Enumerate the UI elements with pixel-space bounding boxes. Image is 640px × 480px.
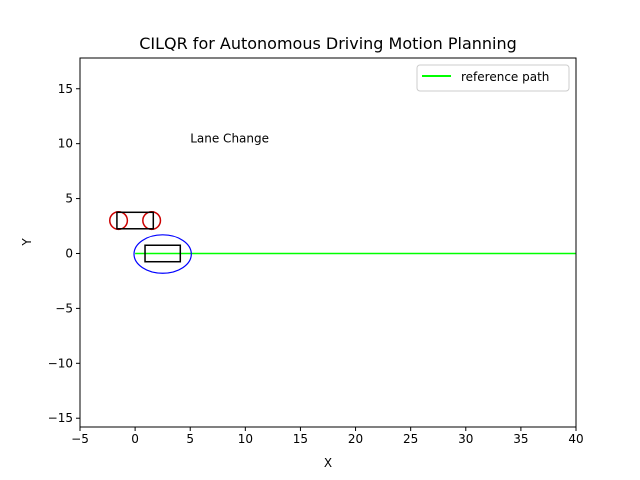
x-tick-label: 35 [513,432,528,446]
legend: reference path [416,64,570,92]
legend-label-reference-path: reference path [461,70,549,84]
y-tick-label: 5 [65,192,73,206]
ego-safety-ellipse [133,234,192,274]
y-axis-ticks: −15 −10 −5 0 5 10 15 [48,82,80,425]
x-axis-label: X [324,456,332,470]
plot-content [109,211,576,274]
y-tick-label: 0 [65,246,73,260]
lane-change-annotation: Lane Change [190,132,269,146]
x-tick-label: 20 [348,432,363,446]
legend-box [416,64,570,92]
x-tick-label: 40 [568,432,583,446]
x-tick-label: 25 [403,432,418,446]
y-tick-label: −10 [48,356,73,370]
y-axis-label: Y [20,238,34,247]
x-axis-ticks: −5 0 5 10 15 20 25 30 35 40 [71,427,584,446]
plot-area [79,57,577,428]
ego-vehicle-rect [144,244,182,263]
y-tick-label: 10 [58,137,73,151]
chart-title: CILQR for Autonomous Driving Motion Plan… [139,34,517,53]
x-tick-label: 0 [131,432,139,446]
y-tick-label: −15 [48,411,73,425]
x-tick-label: 10 [238,432,253,446]
x-tick-label: −5 [71,432,89,446]
axes-frame [79,57,577,428]
x-tick-label: 30 [458,432,473,446]
y-tick-label: −5 [55,301,73,315]
y-tick-label: 15 [58,82,73,96]
x-tick-label: 5 [186,432,194,446]
obstacle-vehicle-rect [116,211,155,230]
x-tick-label: 15 [293,432,308,446]
